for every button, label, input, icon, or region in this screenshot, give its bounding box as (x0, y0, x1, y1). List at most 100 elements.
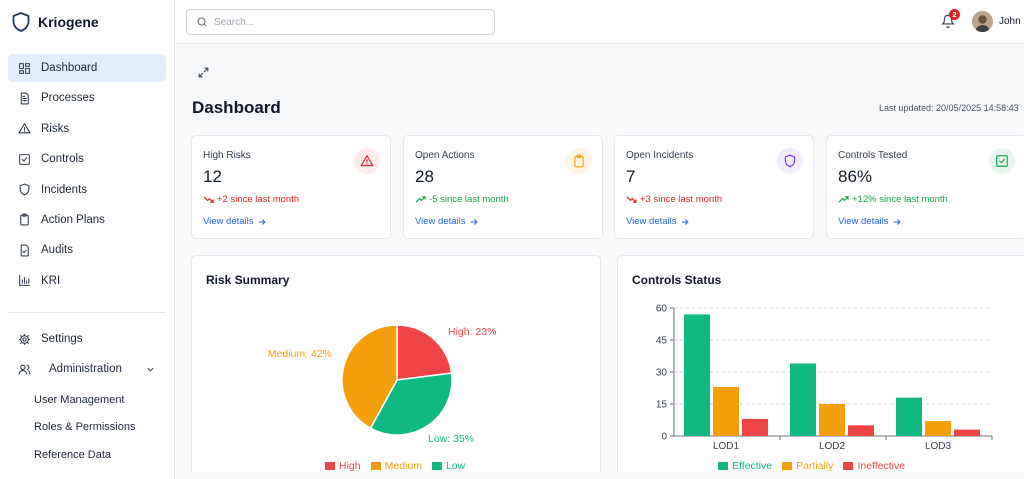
pie-label-low: Low: 35% (428, 433, 474, 445)
page-bottom (175, 472, 1024, 479)
sidebar-item-risks[interactable]: Risks (8, 115, 166, 143)
card-value: 7 (626, 167, 636, 186)
clipboard-icon (20, 213, 29, 226)
sidebar-item-incidents[interactable]: Incidents (8, 176, 166, 204)
risk-summary-panel: Risk Summary High: 23% Low: 35% Medium: 42… (191, 255, 601, 479)
sidebar-item-settings[interactable]: Settings (8, 325, 166, 353)
legend-item-low[interactable]: Low (431, 460, 466, 472)
y-tick-label: 60 (656, 304, 668, 315)
card-delta: +3 since last month (626, 194, 722, 205)
kpi-card-open-incidents: Open Incidents 7 +3 since last month View d… (614, 135, 814, 239)
card-icon (566, 148, 592, 174)
card-icon (989, 148, 1015, 174)
sidebar-item-kri[interactable]: KRI (8, 267, 166, 295)
link-label: View details (203, 216, 254, 227)
pie-slice-medium[interactable] (341, 324, 398, 430)
sidebar-item-administration[interactable]: Administration (8, 355, 166, 383)
clipboard-icon (574, 154, 584, 168)
sidebar-item-label: Risks (41, 122, 70, 135)
sidebar-item-action-plans[interactable]: Action Plans (8, 206, 166, 234)
legend-swatch (431, 462, 442, 470)
grid-icon (19, 62, 30, 74)
pie-slice-high[interactable] (396, 324, 453, 381)
view-details-link[interactable]: View details (838, 216, 902, 227)
bar-lod3-partially[interactable] (925, 421, 951, 436)
sidebar-item-label: Action Plans (41, 213, 105, 226)
shield-logo-icon (12, 12, 30, 32)
card-delta: +12% since last month (838, 194, 948, 205)
x-tick-label: LOD2 (819, 441, 846, 452)
card-title: Open Incidents (626, 150, 694, 161)
legend-swatch (718, 462, 728, 470)
arrow-right-icon (681, 218, 689, 225)
card-delta-text: +3 since last month (640, 194, 723, 205)
document-icon (20, 92, 29, 105)
user-name[interactable]: John D (999, 16, 1024, 27)
card-delta-text: -5 since last month (429, 194, 509, 205)
sidebar-item-dashboard[interactable]: Dashboard (8, 54, 166, 82)
sidebar-item-controls[interactable]: Controls (8, 145, 166, 173)
view-details-link[interactable]: View details (203, 216, 267, 227)
bar-lod1-ineffective[interactable] (742, 418, 768, 436)
y-tick-label: 0 (661, 432, 667, 443)
search-input[interactable] (214, 16, 474, 28)
controls-status-chart: 0 15 30 45 60 LOD1 LOD2 LOD3 (656, 304, 993, 452)
notification-badge: 2 (949, 9, 960, 20)
sidebar-item-label: Dashboard (41, 62, 98, 74)
y-tick-label: 30 (656, 368, 668, 379)
legend-item-ineffective[interactable]: Ineffective (843, 460, 905, 472)
search-box[interactable] (186, 9, 495, 35)
card-value: 86% (838, 167, 873, 186)
legend-item-high[interactable]: High (325, 460, 361, 472)
card-title: Controls Tested (838, 150, 908, 161)
warning-icon (360, 155, 374, 167)
bar-chart-icon (19, 275, 30, 287)
avatar[interactable] (972, 11, 993, 32)
view-details-link[interactable]: View details (626, 216, 690, 227)
bar-lod1-effective[interactable] (684, 314, 710, 436)
panel-title: Risk Summary (206, 273, 290, 287)
top-header: 2 John D (175, 0, 1024, 44)
legend-item-effective[interactable]: Effective (718, 460, 772, 472)
y-tick-label: 15 (656, 400, 668, 411)
notifications-button[interactable] (940, 14, 956, 28)
bar-lod1-partially[interactable] (713, 386, 739, 436)
card-title: High Risks (203, 150, 251, 161)
link-label: View details (626, 216, 677, 227)
pie-slice-low[interactable] (369, 372, 453, 436)
x-tick-label: LOD3 (925, 441, 952, 452)
expand-icon[interactable] (197, 66, 210, 79)
link-label: View details (415, 216, 466, 227)
card-delta-text: +2 since last month (217, 194, 300, 205)
view-details-link[interactable]: View details (415, 216, 479, 227)
chevron-down-icon[interactable] (145, 364, 156, 375)
search-icon (197, 17, 207, 27)
bar-lod2-partially[interactable] (819, 404, 845, 436)
bar-lod3-ineffective[interactable] (954, 429, 980, 436)
trend-up-icon (838, 196, 849, 203)
shield-icon (784, 154, 796, 168)
y-tick-label: 45 (656, 336, 668, 347)
sidebar-item-label: Processes (41, 92, 95, 105)
card-delta: +2 since last month (203, 194, 299, 205)
trend-down-icon (626, 196, 637, 203)
sidebar-item-label: Settings (41, 333, 83, 345)
sidebar-item-audits[interactable]: Audits (8, 236, 166, 264)
sidebar-item-processes[interactable]: Processes (8, 84, 166, 112)
admin-subitem-reference-data[interactable]: Reference Data (34, 448, 112, 461)
legend-item-medium[interactable]: Medium (370, 460, 422, 472)
chart-legend: High Medium Low (325, 460, 465, 472)
admin-subitem-roles-permissions[interactable]: Roles & Permissions (34, 421, 136, 434)
legend-label: Low (445, 460, 466, 472)
sidebar: Kriogene Dashboard Processes Risks Controls… (0, 0, 175, 479)
bar-lod2-ineffective[interactable] (848, 425, 874, 436)
bar-lod2-effective[interactable] (790, 363, 816, 436)
brand[interactable]: Kriogene (0, 0, 174, 44)
page-title: Dashboard (192, 98, 281, 117)
legend-label: Ineffective (857, 460, 906, 472)
legend-item-partially[interactable]: Partially (782, 460, 833, 472)
legend-label: Effective (732, 460, 773, 472)
legend-swatch (782, 462, 793, 470)
bar-lod3-effective[interactable] (896, 397, 922, 436)
admin-subitem-user-management[interactable]: User Management (34, 393, 125, 406)
